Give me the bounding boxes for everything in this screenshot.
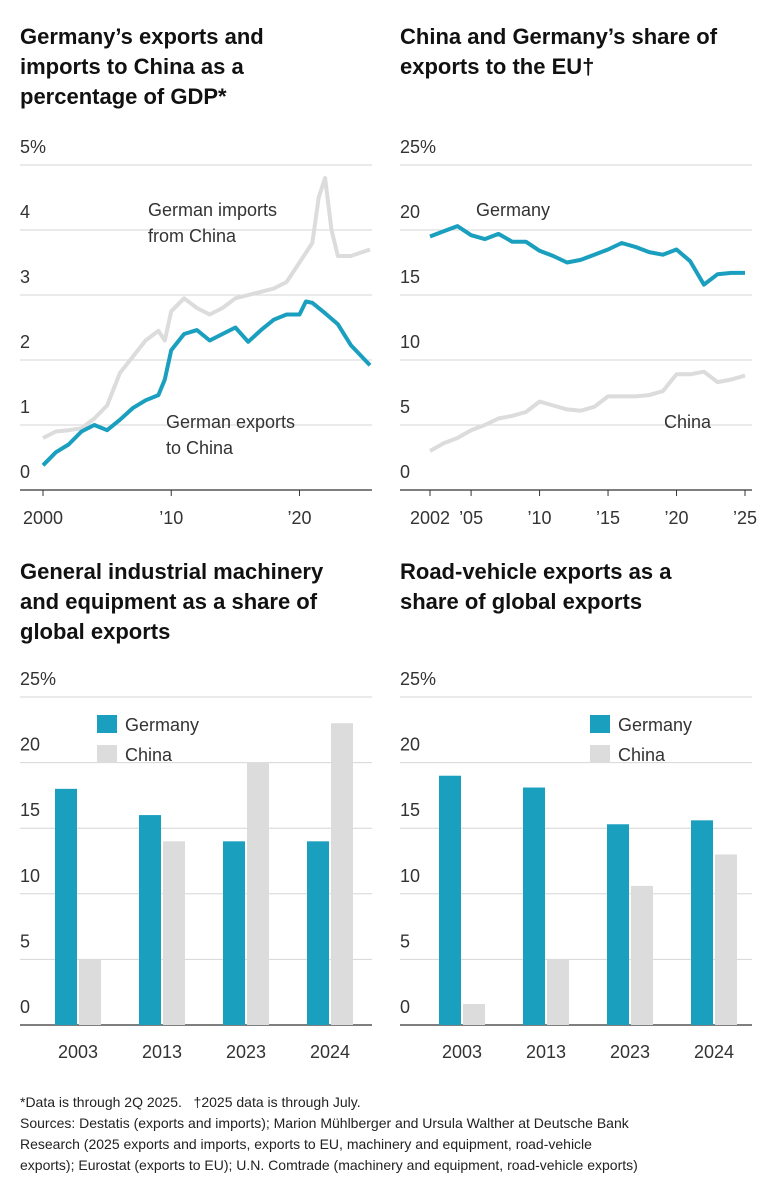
y-tick-label: 25% <box>400 669 436 689</box>
y-tick-label: 25% <box>400 137 436 157</box>
legend-swatch <box>97 745 117 763</box>
x-tick-label: 2013 <box>526 1042 566 1062</box>
x-tick-label: 2023 <box>226 1042 266 1062</box>
annotation: China <box>664 412 712 432</box>
y-tick-label: 15 <box>20 800 40 820</box>
x-tick-label: ’05 <box>459 508 483 528</box>
bar <box>523 787 545 1025</box>
bar <box>631 885 653 1025</box>
chart-title: Road-vehicle exports as a share of globa… <box>400 559 672 614</box>
legend-label: Germany <box>125 715 199 735</box>
annotation: to China <box>166 438 234 458</box>
bar <box>547 959 569 1025</box>
notes: *Data is through 2Q 2025. †2025 data is … <box>20 1092 638 1176</box>
x-tick-label: 2003 <box>442 1042 482 1062</box>
bar <box>439 775 461 1025</box>
y-tick-label: 2 <box>20 332 30 352</box>
note-line: Sources: Destatis (exports and imports);… <box>20 1115 629 1131</box>
x-tick-label: ’10 <box>159 508 183 528</box>
legend-label: China <box>618 745 666 765</box>
chart-title: General industrial machinery and equipme… <box>20 559 324 644</box>
legend-swatch <box>590 715 610 733</box>
bar <box>163 841 185 1025</box>
y-tick-label: 20 <box>400 735 420 755</box>
bar <box>331 723 353 1025</box>
y-tick-label: 15 <box>400 267 420 287</box>
x-tick-label: 2023 <box>610 1042 650 1062</box>
bar <box>607 824 629 1025</box>
bar <box>79 959 101 1025</box>
y-tick-label: 0 <box>400 997 410 1017</box>
x-tick-label: ’10 <box>528 508 552 528</box>
x-tick-label: ’15 <box>596 508 620 528</box>
y-tick-label: 20 <box>20 735 40 755</box>
bar <box>139 815 161 1025</box>
x-tick-label: 2024 <box>694 1042 734 1062</box>
x-tick-label: ’20 <box>665 508 689 528</box>
bar <box>691 820 713 1025</box>
legend-label: Germany <box>618 715 692 735</box>
x-tick-label: ’25 <box>733 508 757 528</box>
line-series <box>42 176 371 440</box>
bar <box>715 854 737 1025</box>
line-series <box>429 369 746 453</box>
annotation: from China <box>148 226 237 246</box>
legend-label: China <box>125 745 173 765</box>
legend-swatch <box>590 745 610 763</box>
annotation: German imports <box>148 200 277 220</box>
y-tick-label: 5 <box>400 397 410 417</box>
chart-title: China and Germany’s share of exports to … <box>400 24 718 79</box>
line-series <box>41 299 372 467</box>
y-tick-label: 5% <box>20 137 46 157</box>
x-tick-label: 2002 <box>410 508 450 528</box>
annotation: German exports <box>166 412 295 432</box>
legend-swatch <box>97 715 117 733</box>
y-tick-label: 10 <box>20 866 40 886</box>
note-line: exports); Eurostat (exports to EU); U.N.… <box>20 1157 638 1173</box>
line-series <box>429 224 745 287</box>
bar <box>307 841 329 1025</box>
bar <box>55 788 77 1025</box>
y-tick-label: 10 <box>400 866 420 886</box>
chart-title: Germany’s exports and imports to China a… <box>20 24 264 109</box>
y-tick-label: 3 <box>20 267 30 287</box>
y-tick-label: 10 <box>400 332 420 352</box>
x-tick-label: 2003 <box>58 1042 98 1062</box>
y-tick-label: 5 <box>400 931 410 951</box>
y-tick-label: 0 <box>400 462 410 482</box>
y-tick-label: 20 <box>400 202 420 222</box>
y-tick-label: 15 <box>400 800 420 820</box>
y-tick-label: 1 <box>20 397 30 417</box>
bar <box>247 762 269 1025</box>
y-tick-label: 0 <box>20 462 30 482</box>
note-line: *Data is through 2Q 2025. †2025 data is … <box>20 1094 361 1110</box>
x-tick-label: 2024 <box>310 1042 350 1062</box>
x-tick-label: 2000 <box>23 508 63 528</box>
note-line: Research (2025 exports and imports, expo… <box>20 1136 592 1152</box>
bar <box>463 1004 485 1025</box>
y-tick-label: 4 <box>20 202 30 222</box>
x-tick-label: 2013 <box>142 1042 182 1062</box>
x-tick-label: ’20 <box>287 508 311 528</box>
bar <box>223 841 245 1025</box>
y-tick-label: 5 <box>20 931 30 951</box>
annotation: Germany <box>476 200 550 220</box>
y-tick-label: 25% <box>20 669 56 689</box>
y-tick-label: 0 <box>20 997 30 1017</box>
